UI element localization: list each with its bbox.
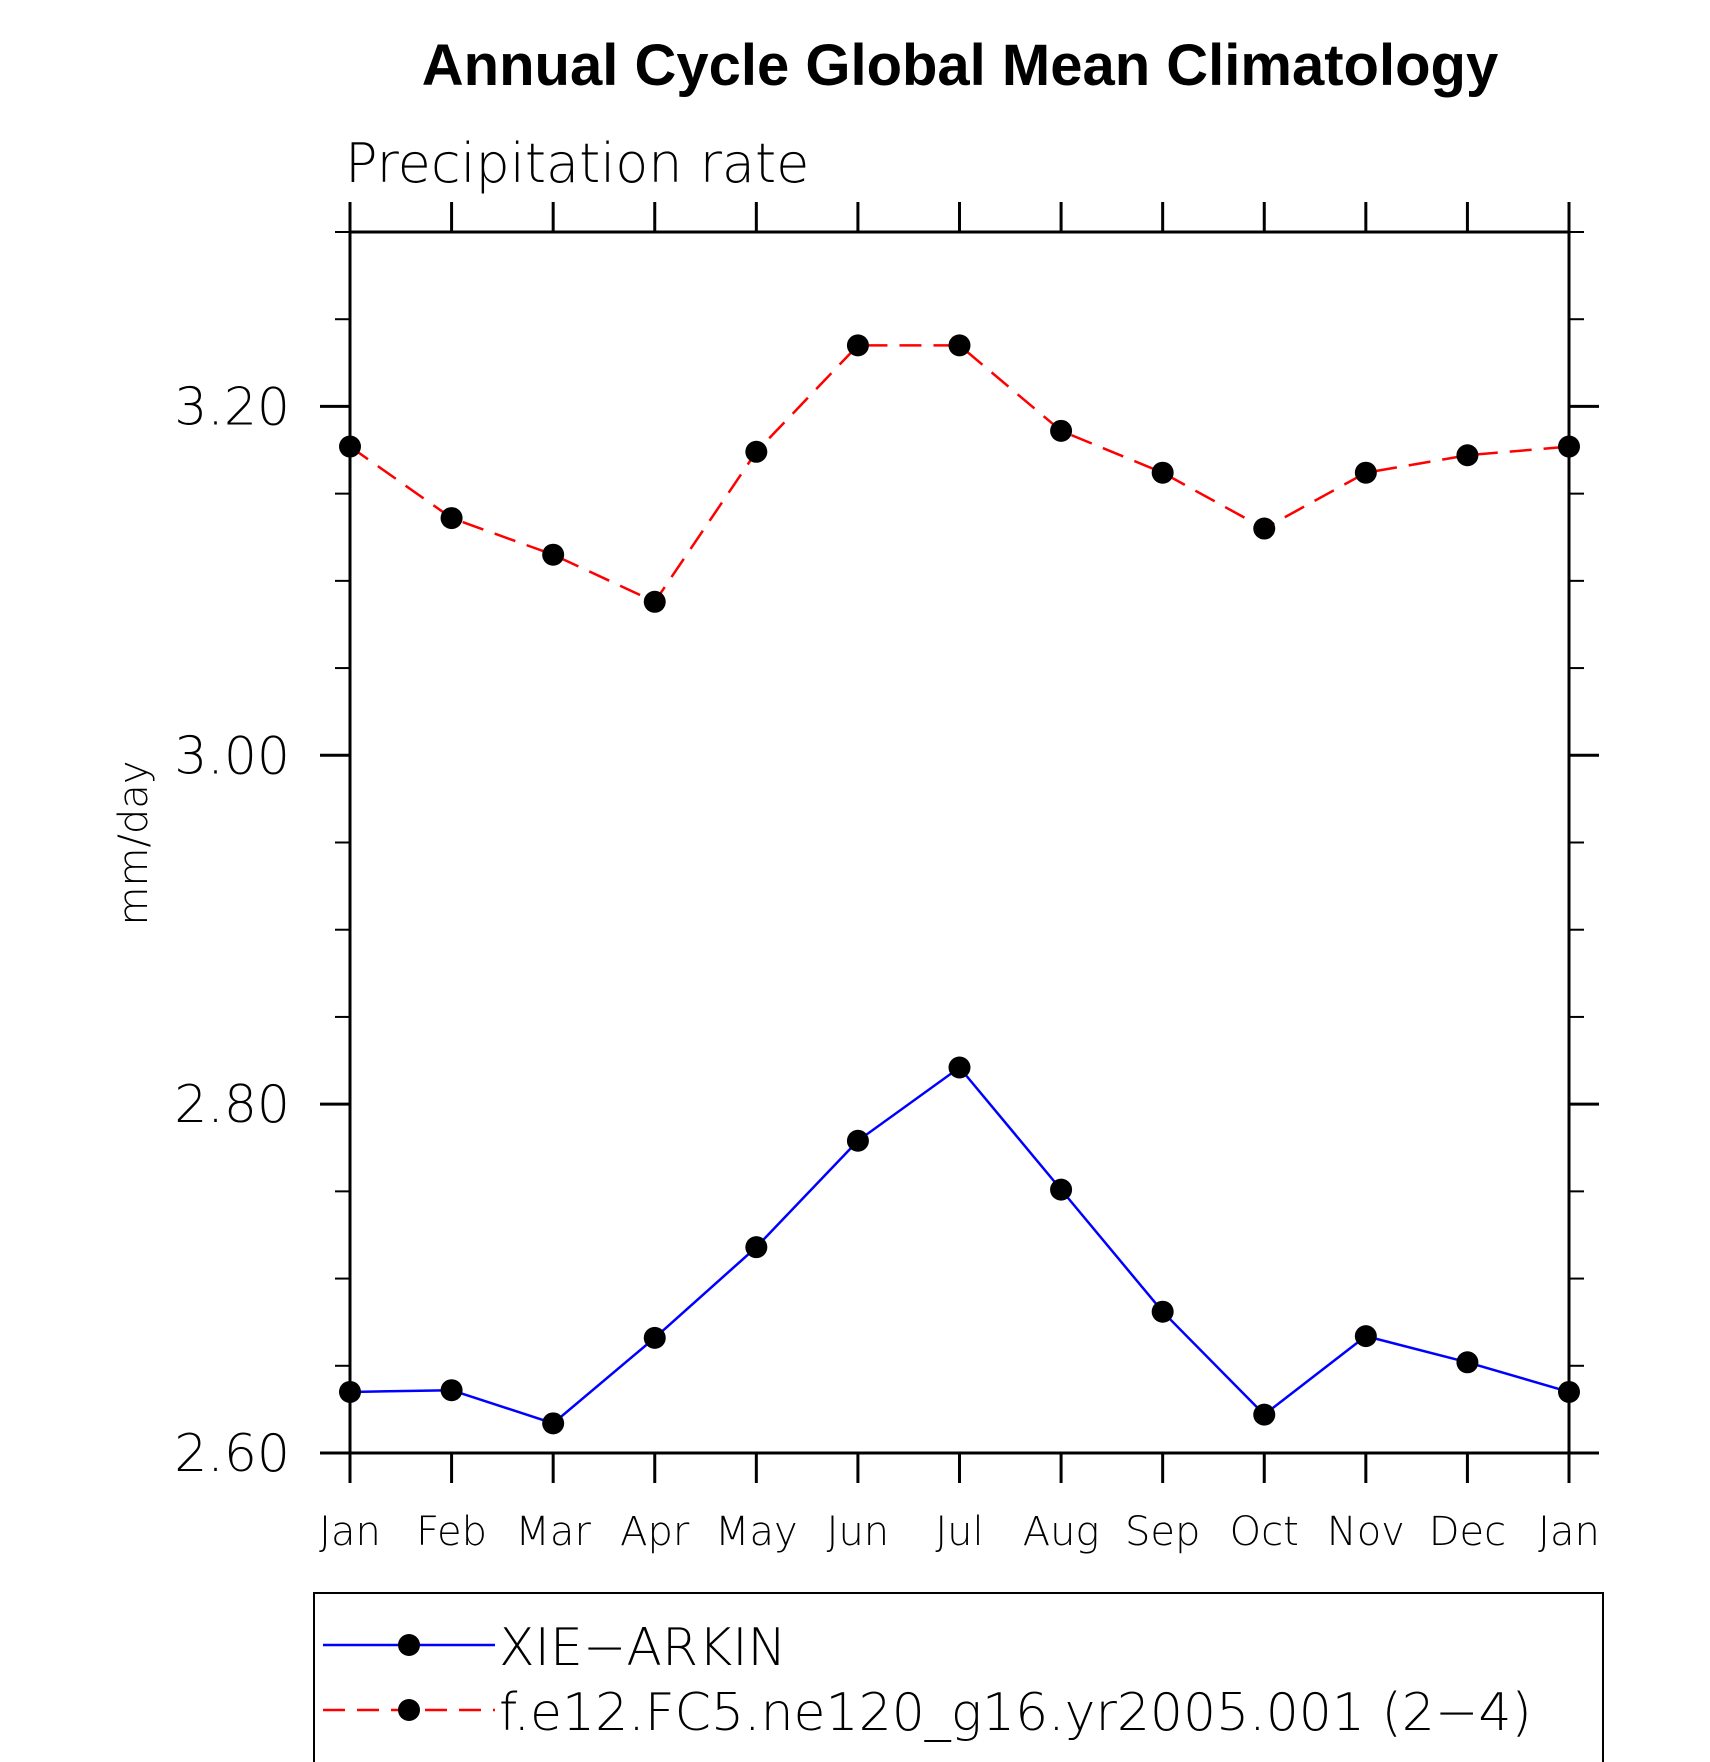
legend-marker: [398, 1699, 420, 1721]
data-point: [1253, 517, 1276, 540]
x-tick-label: Nov: [1327, 1509, 1405, 1555]
x-tick-label: Jan: [319, 1509, 381, 1555]
y-axis-label: mm/day: [111, 761, 157, 926]
data-point: [745, 440, 768, 463]
x-tick-label: Dec: [1429, 1509, 1506, 1555]
legend-box: [313, 1592, 1604, 1762]
chart-subtitle: Precipitation rate: [345, 132, 809, 195]
legend-label: XIE−ARKIN: [499, 1618, 786, 1678]
data-point: [1050, 419, 1073, 442]
chart-title: Annual Cycle Global Mean Climatology: [422, 33, 1498, 98]
y-tick-label: 2.60: [174, 1424, 290, 1484]
data-point: [1050, 1178, 1073, 1201]
legend-marker: [398, 1634, 420, 1656]
x-tick-label: Sep: [1125, 1509, 1200, 1555]
data-point: [1354, 461, 1377, 484]
data-point: [846, 1129, 869, 1152]
x-tick-label: Oct: [1230, 1509, 1299, 1555]
x-tick-label: Jul: [935, 1509, 983, 1555]
data-point: [542, 543, 565, 566]
data-point: [948, 1056, 971, 1079]
legend-label: f.e12.FC5.ne120_g16.yr2005.001 (2−4): [499, 1683, 1532, 1743]
data-point: [440, 507, 463, 530]
data-point: [1456, 444, 1479, 467]
legend: XIE−ARKINf.e12.FC5.ne120_g16.yr2005.001 …: [313, 1592, 1604, 1762]
x-tick-label: Mar: [515, 1509, 591, 1555]
y-tick-label: 3.00: [174, 726, 290, 786]
y-tick-label: 3.20: [174, 377, 290, 437]
series-line: [349, 1065, 1570, 1425]
data-point: [1151, 461, 1174, 484]
data-point: [440, 1379, 463, 1402]
y-tick-label: 2.80: [174, 1075, 290, 1135]
x-tick-label: May: [715, 1509, 798, 1555]
x-tick-label: Jun: [827, 1509, 890, 1555]
data-point: [1253, 1403, 1276, 1426]
data-point: [948, 334, 971, 357]
axis-ticks: Jan Feb Mar Apr May Jun Jul Aug Sep Oct Nov Dec Jan 2…: [174, 202, 1600, 1555]
plot-area: [339, 334, 1580, 1435]
series-line: [349, 344, 1570, 604]
data-point: [846, 334, 869, 357]
data-point: [542, 1412, 565, 1435]
x-tick-label: Aug: [1023, 1509, 1100, 1555]
x-tick-label: Apr: [620, 1509, 690, 1555]
data-point: [1354, 1325, 1377, 1348]
plot-frame: [348, 230, 1571, 1455]
x-tick-label: Feb: [416, 1509, 487, 1555]
data-point: [1456, 1351, 1479, 1374]
x-tick-label: Jan: [1538, 1509, 1600, 1555]
data-point: [643, 590, 666, 613]
data-point: [643, 1326, 666, 1349]
data-point: [745, 1236, 768, 1259]
data-point: [1151, 1300, 1174, 1323]
